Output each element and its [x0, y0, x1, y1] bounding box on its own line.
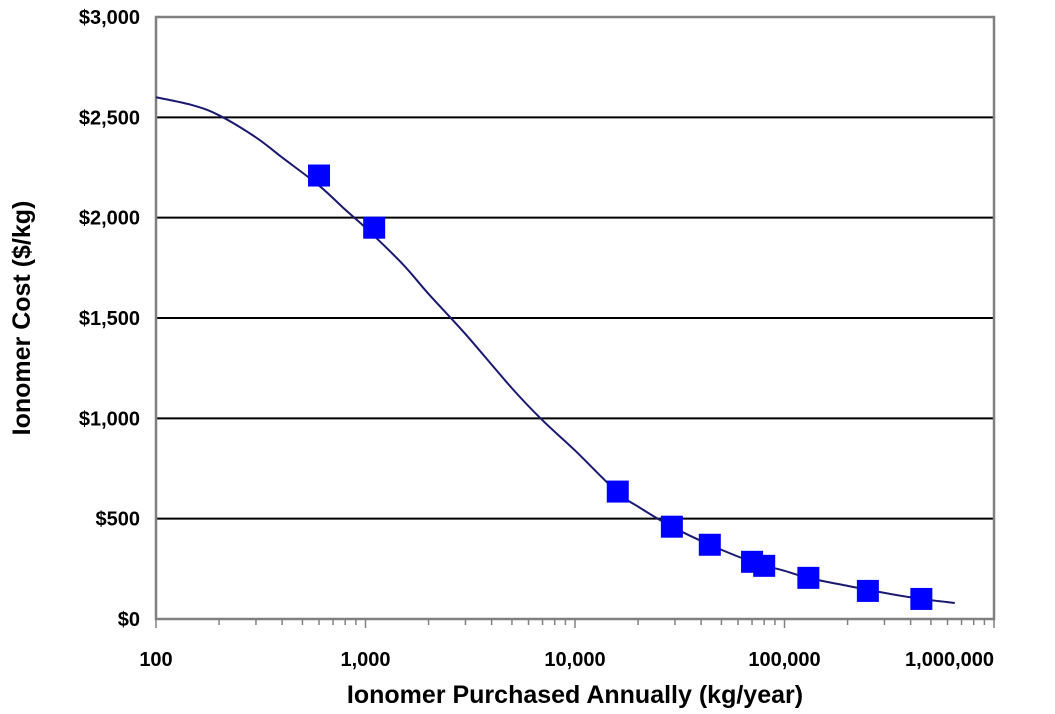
- y-tick-label: $1,500: [79, 308, 140, 330]
- tick-labels: $0 $500 $1,000 $1,500 $2,000 $2,500 $3,000 100 1…: [79, 7, 994, 671]
- series-markers-group: [308, 164, 933, 610]
- x-tick-label: 100: [139, 649, 172, 671]
- data-point-marker: [856, 579, 879, 602]
- y-tick-label: $0: [118, 609, 140, 631]
- y-tick-label: $3,000: [79, 7, 140, 29]
- y-tick-label: $2,500: [79, 107, 140, 129]
- x-axis-title: Ionomer Purchased Annually (kg/year): [347, 681, 803, 709]
- series-line-group: [155, 96, 955, 604]
- axis-ticks: [155, 619, 995, 628]
- data-point-marker: [606, 480, 629, 503]
- y-axis-title: Ionomer Cost ($/kg): [8, 201, 36, 436]
- x-tick-label: 10,000: [544, 649, 605, 671]
- x-tick-label: 100,000: [748, 649, 820, 671]
- x-tick-label: 1,000: [340, 649, 390, 671]
- y-tick-label: $1,000: [79, 408, 140, 430]
- data-point-marker: [698, 533, 721, 556]
- grid-lines: [156, 116, 994, 520]
- data-point-marker: [753, 554, 776, 577]
- fit-curve-line: [155, 96, 955, 604]
- x-tick-label: 1,000,000: [905, 649, 994, 671]
- data-point-marker: [660, 515, 683, 538]
- data-point-marker: [363, 216, 386, 239]
- data-point-marker: [797, 566, 820, 589]
- data-point-marker: [910, 587, 933, 610]
- y-tick-label: $2,000: [79, 208, 140, 230]
- data-point-marker: [308, 164, 331, 187]
- y-tick-label: $500: [96, 509, 141, 531]
